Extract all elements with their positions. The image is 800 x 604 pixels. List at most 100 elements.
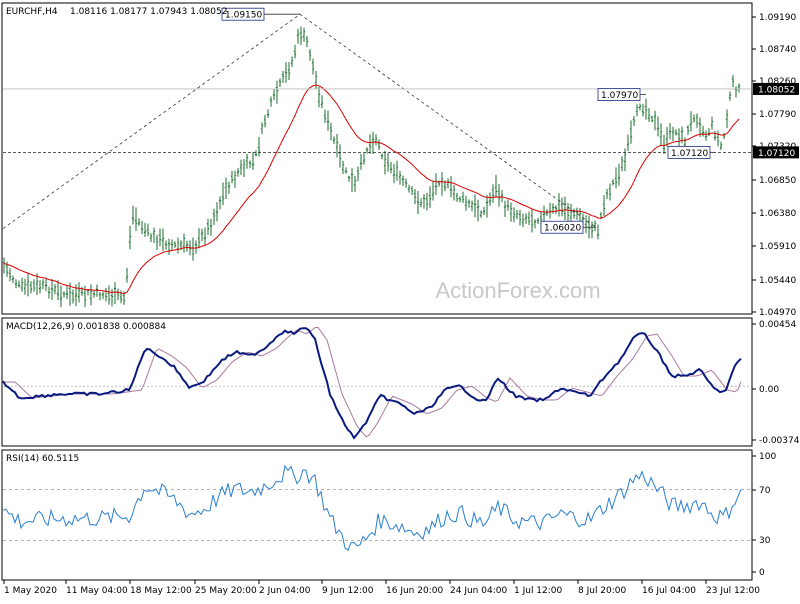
price-bar [62,291,66,298]
price-bar [311,58,315,75]
price-bar [20,277,24,292]
price-bar [107,285,111,305]
price-bar [602,195,606,216]
price-bar [14,279,18,289]
price-bar [230,170,234,184]
rsi-panel [1,449,753,581]
price-bar [392,163,396,184]
price-bar [488,192,492,206]
macd-signal-line [3,326,742,438]
price-bar [386,153,390,172]
price-bar [425,192,429,211]
price-bar [653,110,657,131]
price-bar [569,203,573,223]
price-bar [41,279,45,290]
price-y-tick: 1.05910 [759,242,796,252]
price-bar [536,217,540,225]
price-bar [710,116,714,130]
price-bar [146,223,150,237]
x-tick-label: 2 Jun 04:00 [259,586,311,596]
price-bar [101,291,105,300]
price-bar [245,153,249,169]
price-bar [641,103,645,117]
price-bar [383,150,387,175]
price-bar [224,177,228,200]
price-y-tick: 1.08260 [759,77,796,87]
price-bar [620,156,624,172]
price-bar [236,167,240,177]
price-bar [65,286,69,300]
price-bar [611,179,615,186]
price-bar [257,137,261,157]
annotation-label: 1.07120 [671,149,708,159]
price-bar [647,108,651,122]
price-bar [296,28,300,44]
price-bar [320,95,324,109]
price-bar [665,127,669,147]
price-bar [512,207,516,223]
price-bar [416,190,420,215]
price-bar [155,234,159,251]
price-bar [260,122,264,134]
price-bar [521,213,525,227]
macd-y-tick: 0.00 [759,385,779,395]
x-tick-label: 1 Jul 12:00 [514,586,563,596]
price-bar [506,199,510,211]
price-bar [290,56,294,67]
price-bar [71,289,75,304]
price-bar [281,70,285,83]
price-bar [515,209,519,220]
price-bar [644,98,648,120]
price-y-tick: 1.06850 [759,176,796,186]
price-bar [77,282,81,303]
price-bar [308,49,312,61]
price-bar [584,215,588,234]
x-tick-label: 1 May 2020 [4,586,57,596]
price-bar [479,210,483,218]
price-ohlc-header: 1.08116 1.08177 1.07943 1.08052 [70,7,227,17]
price-bar [113,282,117,304]
price-bar [125,267,129,283]
macd-panel [1,317,753,447]
rsi-y-tick: 100 [759,452,776,462]
price-bar [734,86,738,98]
price-bar [497,184,501,207]
price-bar [560,197,564,217]
price-bar [461,191,465,204]
price-bar [95,284,99,297]
price-bar [485,194,489,218]
price-bar [323,109,327,124]
price-bar [227,181,231,194]
price-bar [419,198,423,207]
price-bar [266,109,270,118]
price-bar [464,195,468,211]
price-bar [446,178,450,189]
price-bar [278,78,282,87]
price-annotation: 1.09150 [221,7,300,21]
price-bar [221,182,225,206]
price-bar [566,202,570,222]
price-bar [704,130,708,141]
price-bar [32,279,36,292]
price-annotation: 1.07970 [597,88,646,101]
price-bar [185,240,189,252]
price-bar [128,225,132,250]
price-bar [23,278,27,295]
rsi-y-tick: 0 [759,568,765,578]
price-bar [713,131,717,141]
price-bar [431,180,435,201]
x-tick-label: 9 Jun 12:00 [322,586,374,596]
price-bar [131,205,135,225]
price-bar [29,281,33,294]
price-bar [44,277,48,292]
price-bar [707,128,711,137]
price-bar [674,129,678,136]
price-bar [467,199,471,208]
price-bar [302,27,306,42]
price-bar [428,186,432,208]
price-bar [635,104,639,117]
price-bar [272,89,276,101]
price-bar [92,290,96,298]
price-bar [248,160,252,169]
price-bar [50,278,54,301]
